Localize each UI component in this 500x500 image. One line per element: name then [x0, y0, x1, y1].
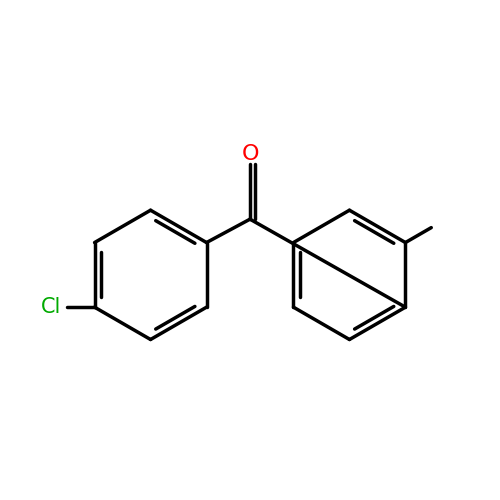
Text: O: O: [242, 144, 259, 164]
Text: Cl: Cl: [41, 297, 62, 317]
